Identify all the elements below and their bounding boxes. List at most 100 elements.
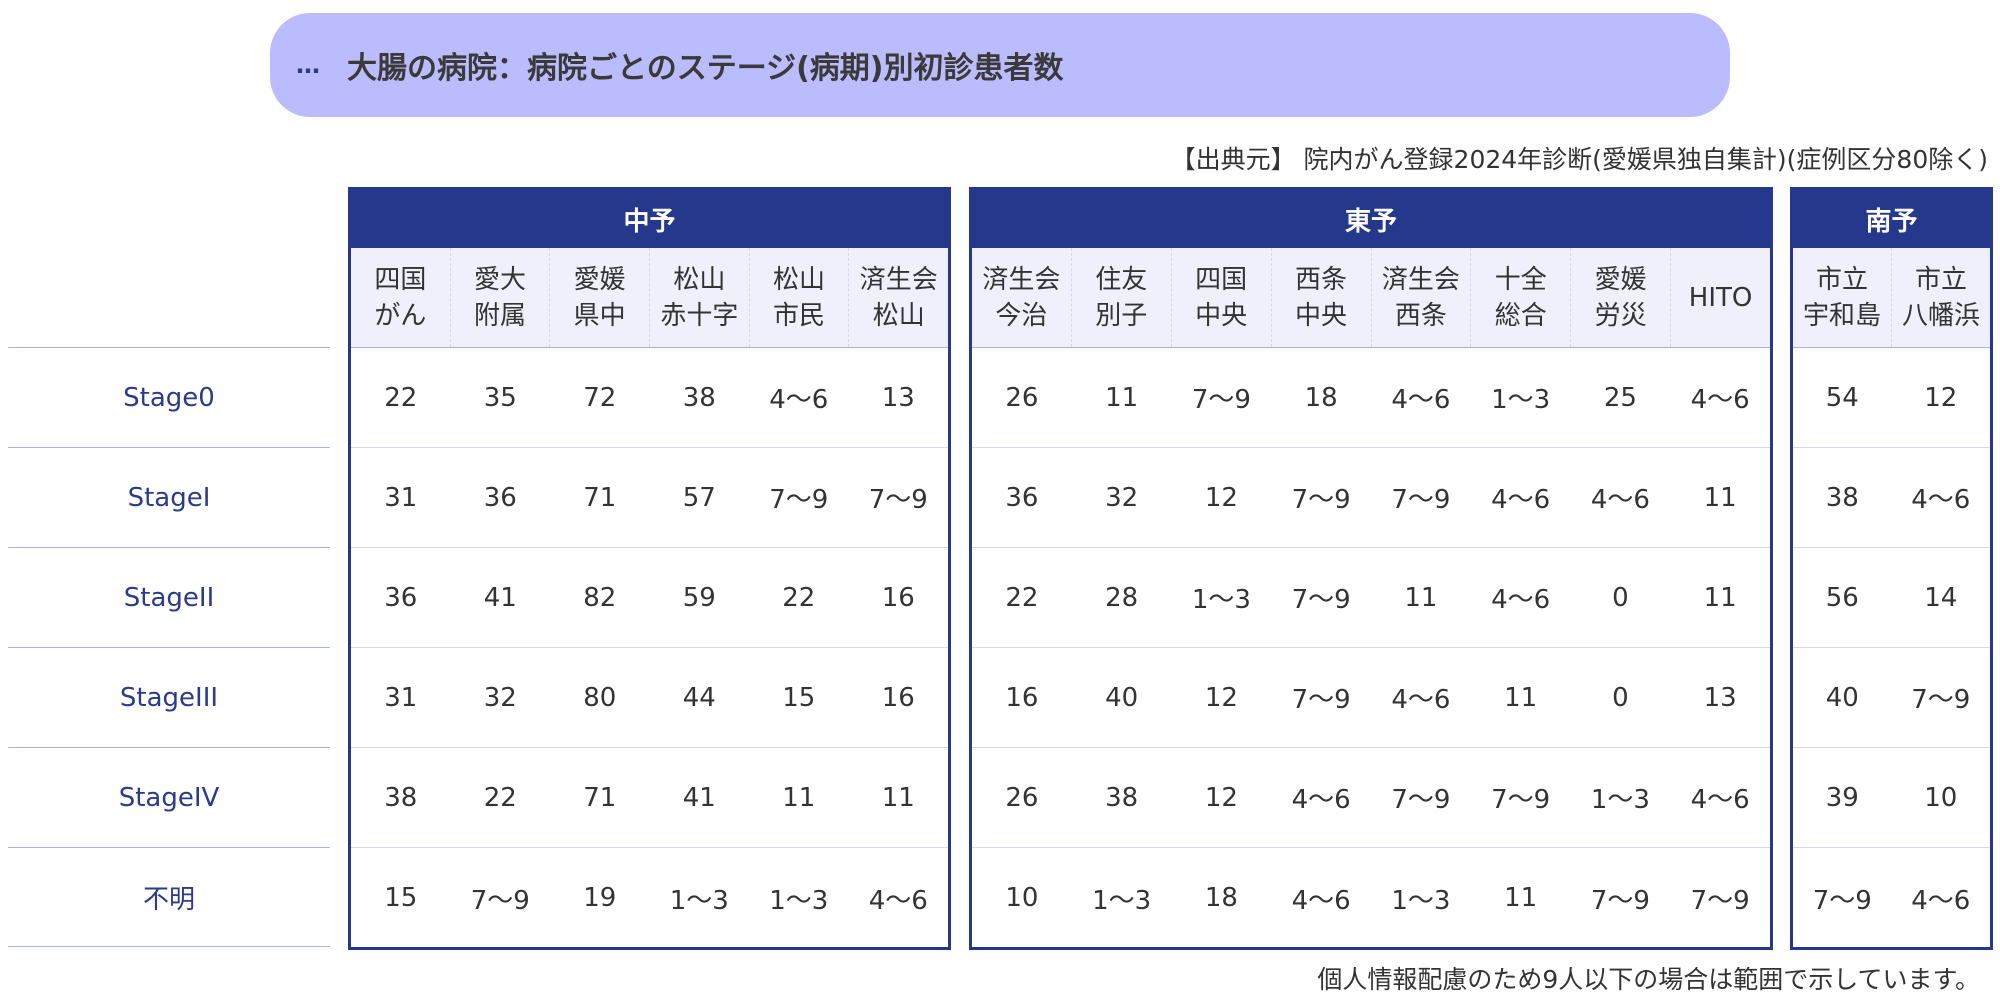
patient-count-cell: 0 xyxy=(1612,682,1629,713)
patient-count-cell: 4〜6 xyxy=(1391,685,1451,715)
patient-count-cell: 12 xyxy=(1924,382,1958,413)
patient-count-cell: 18 xyxy=(1204,883,1238,913)
table-row: 54 12 xyxy=(1793,348,1990,448)
hospital-name: 十全 総合 xyxy=(1470,248,1570,347)
hospital-name: 済生会 今治 xyxy=(982,264,1061,331)
patient-count-cell: 1〜3 xyxy=(1491,385,1551,415)
patient-count-cell: 4〜6 xyxy=(1911,885,1971,916)
hospital-name: 愛大 附属 xyxy=(449,248,550,347)
patient-count-cell: 36 xyxy=(483,482,517,513)
patient-count-cell: 7〜9 xyxy=(1391,485,1451,515)
patient-count-cell: 35 xyxy=(483,382,517,413)
patient-count-cell: 41 xyxy=(682,782,716,813)
hospital-header-row: 市立 宇和島 市立 八幡浜 xyxy=(1793,248,1990,348)
stage-label: StageI xyxy=(8,447,330,547)
patient-count-cell: 18 xyxy=(1304,382,1338,413)
patient-count-cell: 22 xyxy=(483,782,517,813)
region-header: 東予 xyxy=(972,190,1770,248)
patient-count-cell: 82 xyxy=(583,582,617,613)
region-table-toyo: 東予済生会 今治 住友 別子 四国 中央 西条 中央 済生会 西条 十全 総合 愛媛 労災 H… xyxy=(969,187,1773,950)
region-table-nanyo: 南予 市立 宇和島 市立 八幡浜 54 12 38 4〜6 56 14 40 7〜9 39 10 7〜9 4… xyxy=(1790,187,1993,950)
region-table-chuyo: 中予 四国 がん 愛大 附属 愛媛 県中 松山 赤十字 松山 市民 済生会 松山 22 35 72… xyxy=(348,187,951,950)
hospital-name: HITO xyxy=(1670,248,1770,347)
patient-count-cell: 7〜9 xyxy=(1191,385,1251,415)
patient-count-cell: 7〜9 xyxy=(1590,885,1650,916)
patient-count-cell: 32 xyxy=(1105,482,1139,513)
more-icon[interactable]: … xyxy=(296,51,321,79)
patient-count-cell: 1〜3 xyxy=(1391,885,1451,916)
patient-count-cell: 36 xyxy=(384,582,418,613)
patient-count-cell: 41 xyxy=(483,582,517,613)
patient-count-cell: 4〜6 xyxy=(1690,785,1750,815)
table-row: 31 32 80 44 15 16 xyxy=(351,648,948,748)
patient-count-cell: 16 xyxy=(1005,682,1039,713)
hospital-name: 四国 がん xyxy=(374,264,427,331)
patient-count-cell: 15 xyxy=(782,682,816,713)
patient-count-cell: 7〜9 xyxy=(1291,485,1351,515)
stage-label-column: Stage0 StageI StageII StageIII StageIV 不… xyxy=(8,347,330,947)
patient-count-cell: 22 xyxy=(782,582,816,613)
page-title: 大腸の病院：病院ごとのステージ(病期)別初診患者数 xyxy=(347,51,1064,86)
hospital-name: 西条 中央 xyxy=(1270,248,1371,347)
stage-label: StageIII xyxy=(8,647,330,747)
patient-count-cell: 4〜6 xyxy=(769,385,829,415)
patient-count-cell: 12 xyxy=(1204,782,1238,813)
table-row: 36 32 12 7〜9 7〜9 4〜6 4〜6 11 xyxy=(972,448,1770,548)
patient-count-cell: 7〜9 xyxy=(1911,685,1971,715)
table-row: 36 41 82 59 22 16 xyxy=(351,548,948,648)
patient-count-cell: 4〜6 xyxy=(1291,785,1351,815)
patient-count-cell: 25 xyxy=(1603,382,1637,413)
patient-count-cell: 11 xyxy=(1504,682,1538,713)
hospital-name: 愛媛 県中 xyxy=(549,248,649,347)
patient-count-cell: 28 xyxy=(1105,582,1139,613)
patient-count-cell: 71 xyxy=(583,782,617,813)
patient-count-cell: 7〜9 xyxy=(1690,885,1750,916)
patient-count-cell: 26 xyxy=(1005,382,1039,413)
hospital-name: 市立 宇和島 xyxy=(1802,264,1881,331)
patient-count-cell: 4〜6 xyxy=(1291,885,1351,916)
stage-label: Stage0 xyxy=(8,347,330,447)
patient-count-cell: 10 xyxy=(1005,883,1039,913)
hospital-name: 済生会 松山 xyxy=(848,248,948,347)
patient-count-cell: 38 xyxy=(384,782,418,813)
hospital-name: 済生会 西条 xyxy=(1370,248,1471,347)
stage-label: StageII xyxy=(8,547,330,647)
patient-count-cell: 80 xyxy=(583,682,617,713)
patient-count-cell: 15 xyxy=(384,883,418,913)
patient-count-cell: 11 xyxy=(1105,382,1139,413)
patient-count-cell: 54 xyxy=(1825,382,1859,413)
table-row: 38 22 71 41 11 11 xyxy=(351,748,948,848)
patient-count-cell: 38 xyxy=(682,382,716,413)
patient-count-cell: 11 xyxy=(1703,582,1737,613)
table-row: 56 14 xyxy=(1793,548,1990,648)
table-row: 26 11 7〜9 18 4〜6 1〜3 25 4〜6 xyxy=(972,348,1770,448)
region-header: 中予 xyxy=(351,190,948,248)
patient-count-cell: 11 xyxy=(881,782,915,813)
patient-count-cell: 22 xyxy=(1005,582,1039,613)
patient-count-cell: 1〜3 xyxy=(769,885,829,916)
hospital-name: 住友 別子 xyxy=(1070,248,1171,347)
patient-count-cell: 4〜6 xyxy=(1690,385,1750,415)
hospital-name: 愛媛 労災 xyxy=(1570,248,1670,347)
patient-count-cell: 32 xyxy=(483,682,517,713)
patient-count-cell: 11 xyxy=(1703,482,1737,513)
source-citation: 【出典元】 院内がん登録2024年診断(愛媛県独自集計)(症例区分80除く) xyxy=(1170,145,1988,174)
patient-count-cell: 56 xyxy=(1825,582,1859,613)
patient-count-cell: 11 xyxy=(782,782,816,813)
privacy-note: 個人情報配慮のため9人以下の場合は範囲で示しています。 xyxy=(1317,965,1980,994)
patient-count-cell: 7〜9 xyxy=(1291,585,1351,615)
patient-count-cell: 13 xyxy=(881,382,915,413)
patient-count-cell: 22 xyxy=(384,382,418,413)
patient-count-cell: 26 xyxy=(1005,782,1039,813)
patient-count-cell: 4〜6 xyxy=(868,885,928,916)
patient-count-cell: 38 xyxy=(1825,482,1859,513)
patient-count-cell: 19 xyxy=(583,883,617,913)
patient-count-cell: 11 xyxy=(1504,883,1538,913)
patient-count-cell: 4〜6 xyxy=(1491,585,1551,615)
patient-count-cell: 13 xyxy=(1703,682,1737,713)
table-row: 40 7〜9 xyxy=(1793,648,1990,748)
patient-count-cell: 36 xyxy=(1005,482,1039,513)
hospital-name: 四国 中央 xyxy=(1170,248,1271,347)
hospital-header-row: 四国 がん 愛大 附属 愛媛 県中 松山 赤十字 松山 市民 済生会 松山 xyxy=(351,248,948,348)
patient-count-cell: 4〜6 xyxy=(1590,485,1650,515)
